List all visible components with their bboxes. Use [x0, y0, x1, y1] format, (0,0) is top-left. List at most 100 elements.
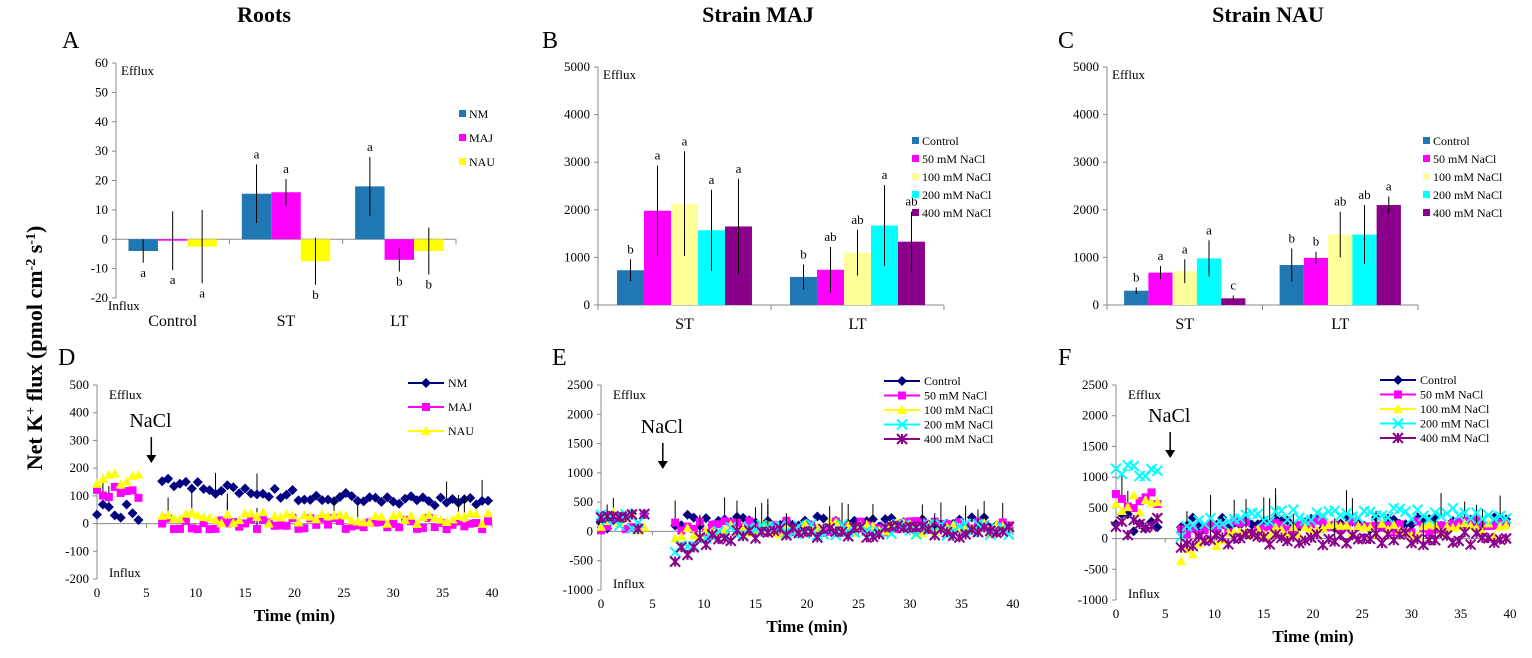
data-point: [192, 510, 203, 520]
series-400-mm-nacl: [1110, 512, 1512, 554]
data-point: [823, 522, 836, 535]
data-point: [163, 473, 174, 484]
significance-letter: a: [170, 272, 176, 287]
x-tick-label: 10: [698, 596, 711, 611]
data-point: [1323, 533, 1335, 545]
data-point: [1151, 465, 1164, 477]
data-point: [1259, 523, 1268, 532]
x-tick-label: 0: [598, 596, 605, 611]
x-tick-label: 5: [143, 585, 150, 600]
x-tick-label: 30: [387, 585, 400, 600]
data-point: [223, 519, 232, 528]
data-point: [669, 555, 681, 568]
data-point: [92, 478, 102, 488]
data-point: [311, 490, 322, 501]
data-point: [281, 509, 292, 519]
y-tick-label: -1000: [1078, 592, 1108, 607]
data-point: [1212, 524, 1221, 533]
data-point: [1187, 512, 1198, 523]
data-point: [270, 521, 279, 530]
legend-swatch-100-mm-nacl: [1423, 173, 1430, 180]
data-point: [1145, 520, 1158, 533]
data-point: [768, 524, 780, 537]
data-point: [347, 522, 356, 531]
data-point: [1501, 520, 1512, 530]
legend-marker-nm: [421, 378, 431, 388]
y-tick-label: 300: [70, 432, 90, 447]
data-point: [1307, 520, 1316, 529]
data-point: [1116, 505, 1127, 515]
data-point: [836, 526, 848, 538]
data-point: [246, 508, 257, 518]
y-tick-label: -200: [65, 571, 89, 586]
efflux-label: Efflux: [613, 387, 646, 402]
data-point: [671, 518, 680, 527]
data-point: [738, 523, 749, 533]
data-point: [1122, 502, 1133, 512]
legend-marker-100-mm-nacl: [897, 405, 907, 414]
x-tick-label: 35: [955, 596, 968, 611]
data-point: [435, 492, 446, 503]
legend-swatch-50-mm-nacl: [1423, 155, 1430, 162]
data-point: [430, 523, 439, 532]
y-tick-label: 1000: [567, 465, 593, 480]
x-tick-label: 30: [1405, 606, 1418, 621]
data-point: [1376, 518, 1387, 528]
significance-letter: a: [140, 265, 146, 280]
data-point: [1300, 522, 1311, 532]
data-point: [1305, 514, 1317, 526]
data-point: [1128, 460, 1140, 472]
data-point: [1222, 515, 1234, 528]
data-point: [1230, 517, 1239, 526]
y-tick-label: 400: [70, 405, 90, 420]
data-point: [1293, 512, 1305, 524]
significance-letter: a: [254, 146, 260, 161]
data-point: [1152, 497, 1163, 507]
data-point: [1488, 536, 1500, 549]
data-point: [287, 484, 298, 495]
data-point: [1376, 537, 1388, 549]
data-point: [205, 525, 214, 534]
data-point: [1175, 541, 1187, 554]
data-point: [1425, 528, 1434, 537]
data-point: [1193, 530, 1205, 543]
data-point: [352, 516, 363, 526]
data-point: [1216, 518, 1229, 530]
category-label: ST: [1175, 316, 1194, 333]
data-point: [743, 524, 756, 537]
y-tick-label: 0: [1093, 297, 1100, 312]
legend-label-100-mm-nacl: 100 mM NaCl: [1433, 170, 1503, 184]
data-point: [1353, 520, 1364, 530]
series-200-mm-nacl: [1110, 459, 1512, 543]
y-tick-label: 100: [70, 488, 90, 503]
data-point: [376, 511, 387, 521]
panel-d: D -200 -100 0 100 200 300 400 500 0 5 10 15 20 25 30 35 4…: [58, 345, 499, 625]
data-point: [281, 489, 292, 500]
data-point: [97, 474, 108, 484]
data-point: [340, 510, 351, 520]
data-point: [912, 517, 921, 526]
x-tick-label: 5: [649, 596, 656, 611]
x-axis-title: Time (min): [1272, 627, 1353, 646]
column-title-nau: Strain NAU: [1212, 2, 1324, 27]
data-point: [1500, 532, 1512, 545]
data-point: [811, 531, 824, 544]
data-point: [133, 515, 144, 526]
data-point: [917, 528, 928, 538]
data-point: [423, 496, 434, 507]
panel-a: A -20 -10 0 10 20 30 40 50 60 Control ST LT a a a a a b a b b…: [62, 28, 495, 330]
data-point: [1275, 505, 1288, 517]
data-point: [1151, 512, 1164, 524]
data-point: [377, 517, 386, 526]
panel-label-e: E: [552, 345, 567, 371]
legend-label-nau: NAU: [469, 155, 495, 169]
data-point: [1377, 523, 1386, 532]
data-point: [1295, 520, 1304, 529]
y-tick-label: -1000: [563, 582, 593, 597]
y-tick-label: 1000: [1073, 249, 1099, 264]
legend-label-50-mm-nacl: 50 mM NaCl: [1433, 152, 1497, 166]
data-point: [1312, 516, 1321, 525]
legend-swatch-50-mm-nacl: [912, 155, 919, 162]
data-point: [632, 523, 644, 535]
